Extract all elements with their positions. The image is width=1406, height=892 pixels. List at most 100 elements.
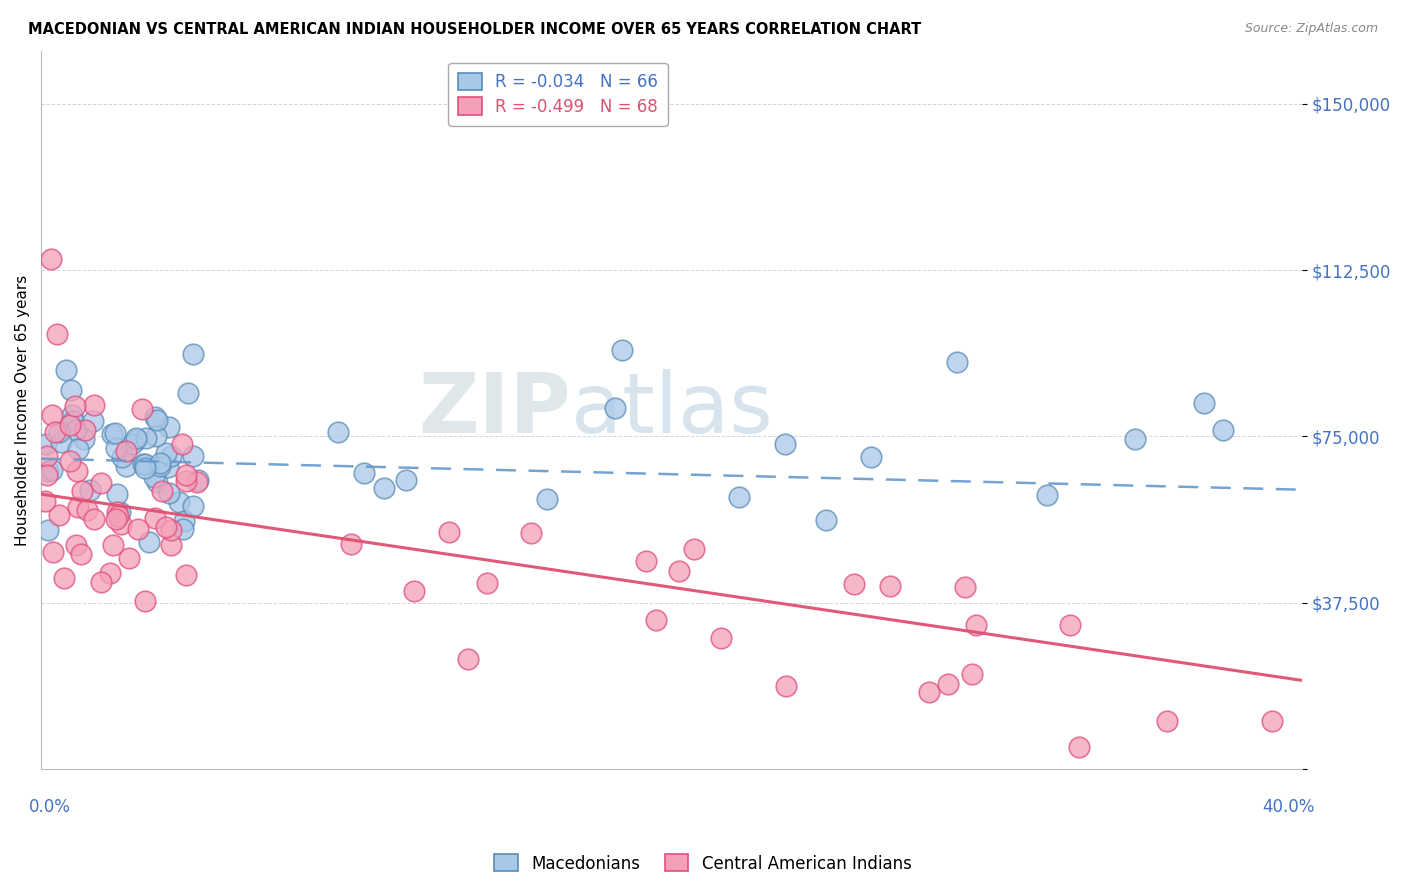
Point xyxy=(176,567,198,582)
Point xyxy=(177,385,200,400)
Point xyxy=(44,425,66,440)
Point xyxy=(326,425,349,439)
Point xyxy=(37,465,59,479)
Point xyxy=(79,483,101,498)
Point xyxy=(114,458,136,473)
Point xyxy=(75,423,97,437)
Point xyxy=(728,490,751,504)
Point xyxy=(59,417,82,432)
Point xyxy=(149,459,172,474)
Text: Source: ZipAtlas.com: Source: ZipAtlas.com xyxy=(1244,22,1378,36)
Point xyxy=(814,512,837,526)
Point xyxy=(395,473,418,487)
Point xyxy=(108,505,131,519)
Point xyxy=(644,613,666,627)
Point xyxy=(125,433,148,447)
Point xyxy=(181,499,204,513)
Point xyxy=(181,347,204,361)
Point xyxy=(953,581,976,595)
Point xyxy=(135,431,157,445)
Point xyxy=(105,487,128,501)
Point xyxy=(946,354,969,368)
Point xyxy=(181,449,204,463)
Point xyxy=(69,547,91,561)
Point xyxy=(167,495,190,509)
Point xyxy=(55,363,77,377)
Point xyxy=(132,457,155,471)
Point xyxy=(373,481,395,495)
Point xyxy=(146,413,169,427)
Point xyxy=(612,343,634,358)
Point xyxy=(90,475,112,490)
Point xyxy=(143,409,166,424)
Point xyxy=(143,511,166,525)
Point xyxy=(172,522,194,536)
Point xyxy=(101,426,124,441)
Point xyxy=(107,506,129,520)
Point xyxy=(173,514,195,528)
Point xyxy=(121,437,143,451)
Point xyxy=(340,537,363,551)
Text: atlas: atlas xyxy=(571,369,772,450)
Point xyxy=(157,420,180,434)
Point xyxy=(775,679,797,693)
Point xyxy=(73,432,96,446)
Y-axis label: Householder Income Over 65 years: Householder Income Over 65 years xyxy=(15,274,30,546)
Point xyxy=(59,454,82,468)
Point xyxy=(98,566,121,580)
Point xyxy=(63,399,86,413)
Point xyxy=(668,564,690,578)
Point xyxy=(1212,423,1234,437)
Point xyxy=(48,508,70,523)
Point xyxy=(918,685,941,699)
Point xyxy=(773,436,796,450)
Point xyxy=(174,468,197,483)
Point xyxy=(353,466,375,480)
Point xyxy=(160,523,183,537)
Point xyxy=(67,442,90,456)
Point xyxy=(60,409,83,423)
Point xyxy=(66,464,89,478)
Point xyxy=(145,475,167,490)
Point xyxy=(42,545,65,559)
Point xyxy=(170,437,193,451)
Point xyxy=(437,524,460,539)
Point xyxy=(1036,488,1059,502)
Point xyxy=(159,538,181,552)
Point xyxy=(115,444,138,458)
Point xyxy=(34,494,56,508)
Point xyxy=(90,575,112,590)
Point xyxy=(62,413,84,427)
Point xyxy=(187,473,209,487)
Point xyxy=(520,526,543,541)
Point xyxy=(634,554,657,568)
Point xyxy=(710,631,733,645)
Point xyxy=(860,450,883,465)
Point xyxy=(83,512,105,526)
Point xyxy=(1156,714,1178,728)
Point xyxy=(125,431,148,445)
Text: ZIP: ZIP xyxy=(418,369,571,450)
Point xyxy=(127,522,149,536)
Point xyxy=(150,483,173,498)
Point xyxy=(536,492,558,507)
Legend: R = -0.034   N = 66, R = -0.499   N = 68: R = -0.034 N = 66, R = -0.499 N = 68 xyxy=(449,62,668,126)
Point xyxy=(45,327,67,342)
Point xyxy=(603,401,626,415)
Point xyxy=(683,541,706,556)
Point xyxy=(110,517,132,532)
Point xyxy=(37,449,59,463)
Point xyxy=(105,441,128,455)
Point xyxy=(101,538,124,552)
Point xyxy=(134,457,156,471)
Point xyxy=(475,576,498,591)
Point xyxy=(402,584,425,599)
Point xyxy=(134,461,156,475)
Point xyxy=(138,534,160,549)
Point xyxy=(1192,395,1215,409)
Point xyxy=(118,550,141,565)
Text: 0.0%: 0.0% xyxy=(28,797,70,816)
Point xyxy=(1059,618,1081,632)
Point xyxy=(131,402,153,417)
Point xyxy=(157,486,180,500)
